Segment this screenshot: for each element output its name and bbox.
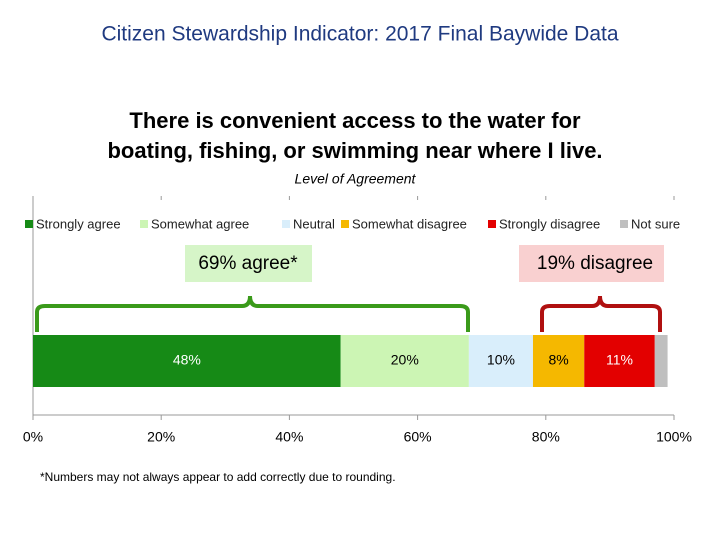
legend-label: Somewhat disagree xyxy=(352,216,467,231)
data-label: 11% xyxy=(606,352,633,368)
annotation: 19% disagree xyxy=(537,253,653,274)
x-tick-label: 80% xyxy=(532,429,560,445)
bar-segment xyxy=(654,335,668,387)
chart-title: There is convenient access to the water … xyxy=(107,108,602,163)
agree-box xyxy=(185,245,312,282)
legend-swatch xyxy=(282,220,290,228)
x-tick-label: 0% xyxy=(23,429,43,445)
bar-segment xyxy=(33,335,341,387)
x-tick-label: 100% xyxy=(656,429,692,445)
legend-swatch xyxy=(620,220,628,228)
legend-swatch xyxy=(488,220,496,228)
data-label: 10% xyxy=(487,352,515,368)
bar-segment xyxy=(340,335,469,387)
data-label: 48% xyxy=(173,352,201,368)
legend-label: Not sure xyxy=(631,216,680,231)
annotation: 69% agree* xyxy=(198,253,298,274)
x-tick-label: 40% xyxy=(275,429,303,445)
footnote: *Numbers may not always appear to add co… xyxy=(40,470,396,484)
disagree-box xyxy=(519,245,664,282)
data-label: 8% xyxy=(549,352,569,368)
legend-label: Strongly agree xyxy=(36,216,121,231)
chart-subtitle: Level of Agreement xyxy=(295,171,417,187)
agree-bracket xyxy=(35,295,470,332)
legend-swatch xyxy=(140,220,148,228)
bar-segment xyxy=(584,335,655,387)
disagree-bracket xyxy=(540,295,662,332)
legend-label: Somewhat agree xyxy=(151,216,249,231)
legend-label: Neutral xyxy=(293,216,335,231)
bar-segment xyxy=(532,335,585,387)
legend-swatch xyxy=(341,220,349,228)
page-header: Citizen Stewardship Indicator: 2017 Fina… xyxy=(101,23,618,46)
bar-segment xyxy=(468,335,533,387)
x-tick-label: 20% xyxy=(147,429,175,445)
legend-swatch xyxy=(25,220,33,228)
legend-label: Strongly disagree xyxy=(499,216,600,231)
data-label: 20% xyxy=(391,352,419,368)
x-tick-label: 60% xyxy=(404,429,432,445)
